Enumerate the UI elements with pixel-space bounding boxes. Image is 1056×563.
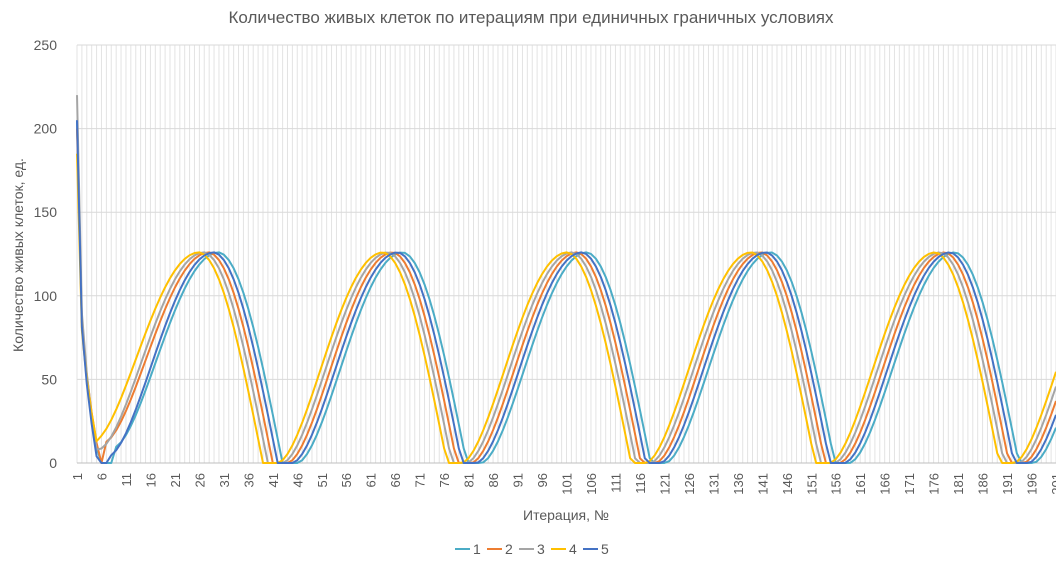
x-tick-label: 126 [682, 473, 697, 495]
x-tick-label: 71 [413, 473, 428, 487]
y-axis-label: Количество живых клеток, ед. [10, 158, 26, 352]
x-tick-label: 16 [143, 473, 158, 487]
x-tick-label: 116 [633, 473, 648, 494]
y-axis-ticks: 0 50 100 150 200 250 [34, 37, 58, 471]
x-tick-label: 141 [755, 473, 770, 495]
x-tick-label: 6 [94, 473, 109, 480]
y-tick-label: 50 [41, 371, 57, 387]
legend-label-4: 4 [569, 541, 577, 557]
series-line-5 [76, 120, 1056, 464]
x-tick-label: 66 [388, 473, 403, 487]
x-tick-label: 46 [290, 473, 305, 487]
x-tick-label: 171 [902, 473, 917, 495]
x-tick-label: 166 [878, 473, 893, 495]
x-tick-label: 186 [976, 473, 991, 495]
x-axis-ticks: 1 6 11 16 21 26 31 36 41 46 51 56 61 66 71 76 81 86 91 96 10… [70, 473, 1056, 495]
x-axis-label: Итерация, № [523, 507, 609, 523]
legend-label-3: 3 [537, 541, 545, 557]
x-tick-label: 121 [657, 473, 672, 495]
x-tick-label: 56 [339, 473, 354, 487]
y-tick-label: 150 [34, 204, 58, 220]
series-line-1 [76, 120, 1056, 464]
x-tick-label: 181 [951, 473, 966, 495]
series-line-3 [76, 95, 1056, 464]
x-tick-label: 91 [511, 473, 526, 487]
legend-label-5: 5 [601, 541, 609, 557]
y-tick-label: 200 [34, 121, 58, 137]
x-tick-label: 76 [437, 473, 452, 487]
x-tick-label: 101 [560, 473, 575, 495]
legend: 1 2 3 4 5 [455, 541, 609, 557]
y-tick-label: 100 [34, 288, 58, 304]
y-tick-label: 250 [34, 37, 58, 53]
x-tick-label: 61 [364, 473, 379, 487]
chart-title: Количество живых клеток по итерациям при… [229, 8, 834, 27]
x-tick-label: 131 [706, 473, 721, 495]
x-tick-label: 176 [927, 473, 942, 495]
x-tick-label: 36 [241, 473, 256, 487]
x-tick-label: 136 [731, 473, 746, 495]
x-tick-label: 26 [192, 473, 207, 487]
y-tick-label: 0 [49, 455, 57, 471]
x-tick-label: 1 [70, 473, 85, 480]
series-line-2 [76, 128, 1056, 464]
series-line-4 [76, 153, 1056, 464]
x-tick-label: 156 [829, 473, 844, 495]
x-tick-label: 191 [1000, 473, 1015, 495]
x-tick-label: 86 [486, 473, 501, 487]
x-tick-label: 201 [1049, 473, 1056, 495]
grid [76, 44, 1056, 464]
series-group [76, 95, 1056, 464]
x-tick-label: 111 [608, 473, 623, 493]
x-tick-label: 196 [1025, 473, 1040, 495]
x-tick-label: 11 [119, 473, 134, 487]
legend-label-1: 1 [473, 541, 481, 557]
x-tick-label: 31 [217, 473, 232, 487]
x-tick-label: 21 [168, 473, 183, 487]
x-tick-label: 51 [315, 473, 330, 487]
legend-label-2: 2 [505, 541, 513, 557]
x-tick-label: 151 [804, 473, 819, 495]
x-tick-label: 146 [780, 473, 795, 495]
x-tick-label: 96 [535, 473, 550, 487]
x-tick-label: 161 [853, 473, 868, 495]
x-tick-label: 106 [584, 473, 599, 495]
x-tick-label: 41 [266, 473, 281, 487]
x-tick-label: 81 [462, 473, 477, 487]
